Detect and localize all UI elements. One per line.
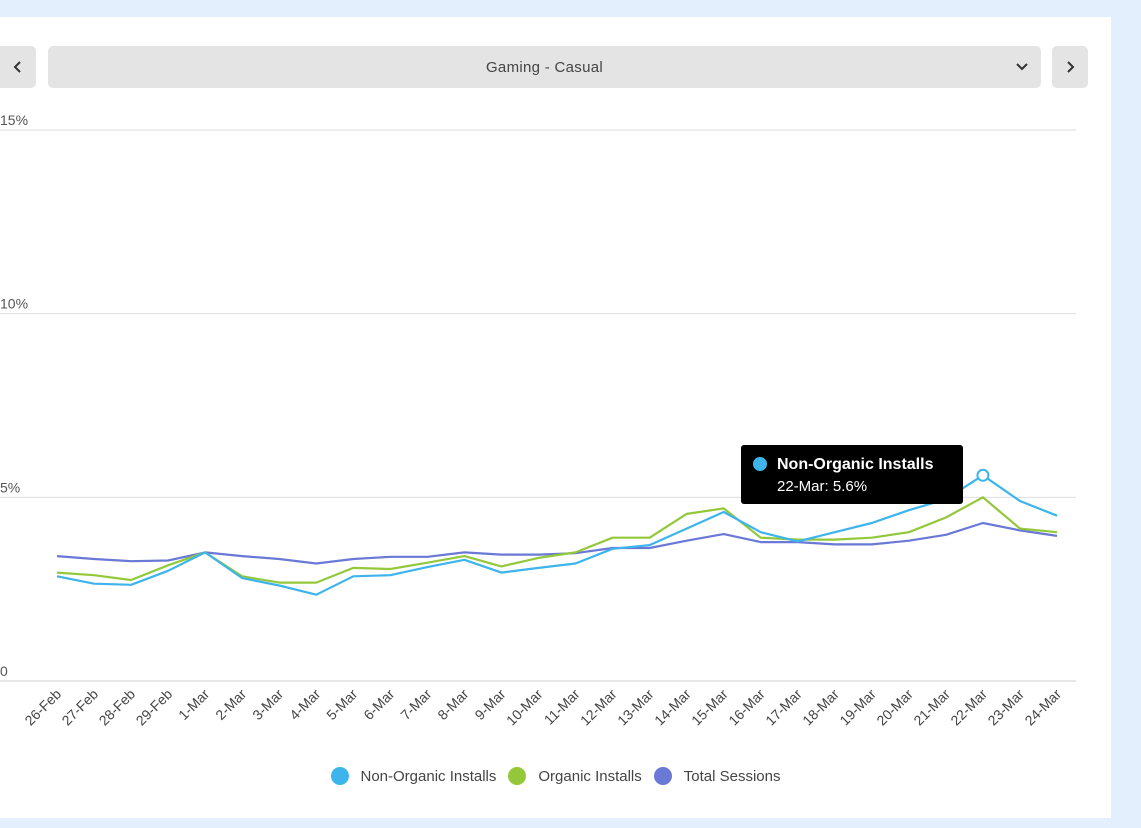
x-tick-label: 28-Feb: [96, 686, 139, 729]
chevron-down-icon: [1016, 63, 1028, 71]
category-select[interactable]: Gaming - Casual: [48, 46, 1041, 88]
chart-legend: Non-Organic Installs Organic Installs To…: [0, 767, 1111, 785]
x-tick-label: 5-Mar: [323, 686, 360, 723]
legend-dot: [330, 767, 349, 785]
chart-tooltip: Non-Organic Installs 22-Mar: 5.6%: [741, 445, 963, 504]
x-tick-label: 1-Mar: [175, 686, 212, 723]
x-tick-label: 10-Mar: [503, 686, 546, 729]
x-tick-label: 16-Mar: [725, 686, 768, 729]
y-tick-label: 0: [0, 663, 8, 679]
category-select-value: Gaming - Casual: [485, 58, 604, 76]
legend-label: Organic Installs: [538, 767, 642, 785]
series-line: [56, 521, 1058, 565]
x-tick-label: 2-Mar: [212, 686, 249, 723]
x-tick-label: 27-Feb: [58, 686, 101, 729]
x-tick-label: 19-Mar: [836, 686, 879, 729]
legend-item-non-organic[interactable]: Non-Organic Installs: [330, 767, 497, 785]
x-tick-label: 17-Mar: [762, 686, 805, 729]
x-tick-label: 4-Mar: [286, 686, 323, 723]
chevron-left-icon: [13, 61, 21, 73]
x-tick-label: 7-Mar: [397, 686, 434, 723]
x-tick-label: 24-Mar: [1021, 686, 1064, 729]
x-tick-label: 12-Mar: [577, 686, 620, 729]
x-tick-label: 22-Mar: [947, 686, 990, 729]
legend-item-sessions[interactable]: Total Sessions: [653, 767, 781, 785]
previous-button[interactable]: [0, 46, 36, 88]
chevron-right-icon: [1067, 61, 1075, 73]
highlighted-point: [976, 468, 990, 482]
next-button[interactable]: [1052, 46, 1088, 88]
x-tick-label: 21-Mar: [910, 686, 953, 729]
x-tick-label: 11-Mar: [541, 686, 583, 728]
chart-panel: Gaming - Casual 0 5% 10% 15% 26-Feb 27-Feb 28-…: [0, 17, 1111, 818]
x-tick-label: 23-Mar: [984, 686, 1027, 729]
x-tick-label: 20-Mar: [873, 686, 916, 729]
legend-label: Non-Organic Installs: [360, 767, 497, 785]
x-tick-label: 6-Mar: [360, 686, 397, 723]
legend-dot: [508, 767, 527, 785]
legend-item-organic[interactable]: Organic Installs: [508, 767, 642, 785]
x-tick-label: 15-Mar: [688, 686, 731, 729]
x-tick-label: 3-Mar: [249, 686, 286, 723]
y-tick-label: 15%: [0, 112, 28, 128]
x-tick-label: 8-Mar: [434, 686, 471, 723]
tooltip-series-dot: [753, 457, 767, 471]
x-tick-label: 13-Mar: [614, 686, 657, 729]
x-tick-label: 26-Feb: [21, 686, 64, 729]
series-line: [56, 474, 1058, 596]
tooltip-series-name: Non-Organic Installs: [777, 456, 934, 473]
tooltip-value: 22-Mar: 5.6%: [777, 478, 868, 495]
x-tick-label: 14-Mar: [651, 686, 694, 729]
y-tick-label: 10%: [0, 296, 28, 312]
legend-dot: [653, 767, 672, 785]
x-tick-label: 18-Mar: [799, 686, 842, 729]
y-tick-label: 5%: [0, 479, 20, 495]
x-tick-label: 29-Feb: [133, 686, 176, 729]
legend-label: Total Sessions: [683, 767, 781, 785]
